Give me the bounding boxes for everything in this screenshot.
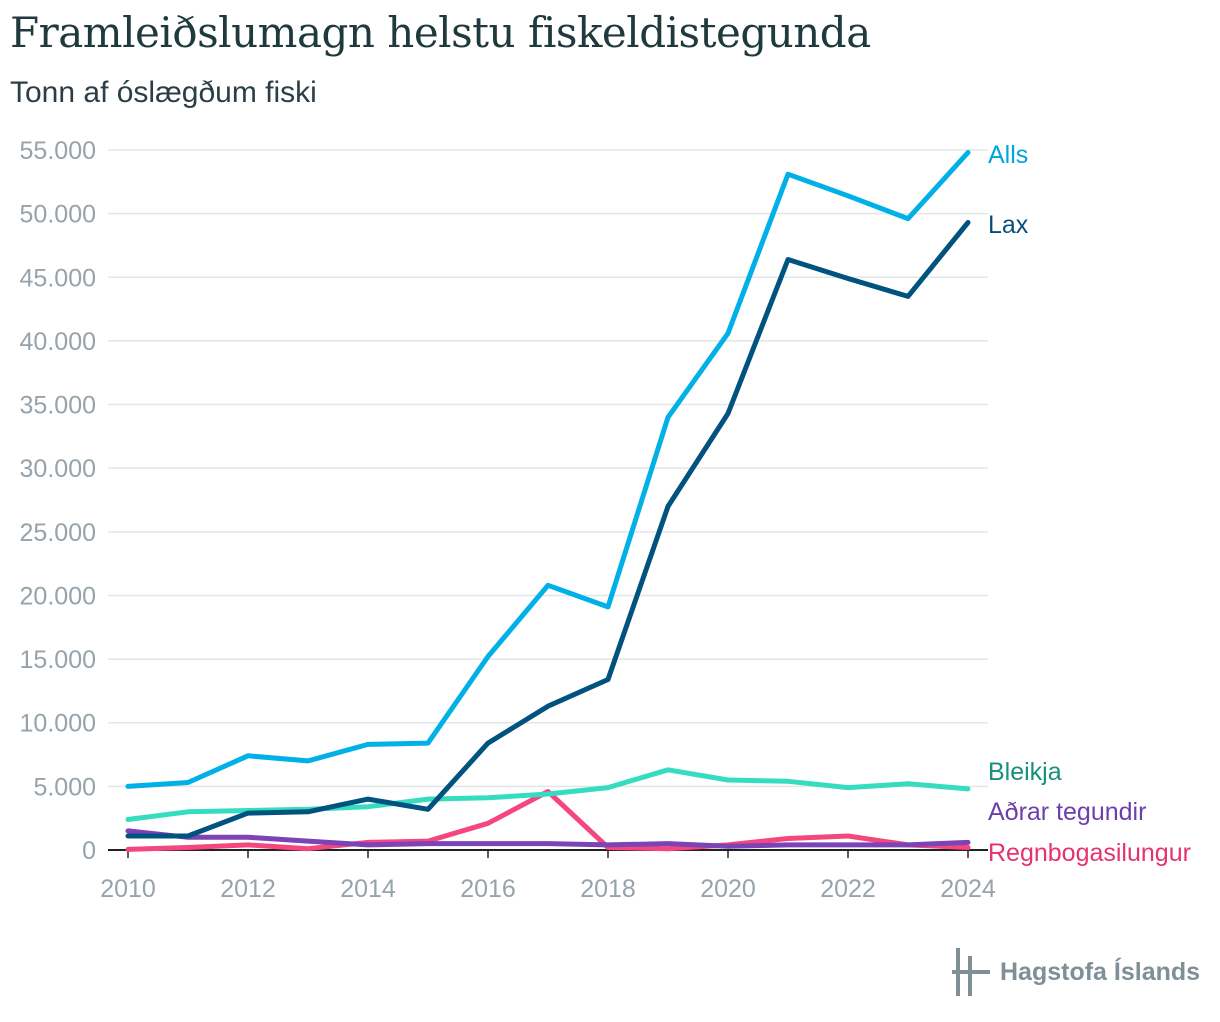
hagstofa-logo-icon	[952, 948, 990, 996]
x-tick-label: 2010	[100, 875, 156, 903]
x-tick-label: 2014	[340, 875, 396, 903]
chart-subtitle: Tonn af óslægðum fiski	[10, 76, 317, 109]
chart-title: Framleiðslumagn helstu fiskeldistegunda	[10, 8, 871, 57]
x-tick-label: 2022	[820, 875, 876, 903]
x-tick-label: 2020	[700, 875, 756, 903]
series-label: Aðrar tegundir	[988, 798, 1146, 826]
series-label: Lax	[988, 211, 1029, 239]
y-tick-label: 45.000	[20, 264, 96, 292]
y-tick-label: 5.000	[33, 773, 96, 801]
series-line-lax	[125, 220, 971, 839]
series-labels: Alls Lax Bleikja Aðrar tegundir Regnbogasilu…	[988, 141, 1191, 867]
y-tick-label: 55.000	[20, 137, 96, 165]
y-tick-label: 30.000	[20, 455, 96, 483]
series-line-alls	[125, 150, 971, 789]
series-line-a-rar-tegundir	[125, 828, 971, 849]
y-tick-label: 50.000	[20, 201, 96, 229]
series-line-bleikja	[125, 767, 971, 822]
logo-text: Hagstofa Íslands	[1000, 957, 1201, 986]
series-lines	[125, 150, 971, 852]
series-label: Bleikja	[988, 758, 1062, 786]
y-tick-label: 0	[82, 837, 96, 865]
hagstofa-logo: Hagstofa Íslands	[952, 948, 1200, 996]
y-tick-label: 35.000	[20, 392, 96, 420]
y-tick-labels: 0 5.000 10.000 15.000 20.000 25.000 30.000 35.0…	[20, 137, 96, 865]
x-tick-label: 2016	[460, 875, 516, 903]
y-tick-label: 20.000	[20, 582, 96, 610]
y-tick-label: 15.000	[20, 646, 96, 674]
series-label: Regnbogasilungur	[988, 839, 1191, 867]
x-axis: 2010 2012 2014 2016 2018 2020 2022 2024	[100, 849, 996, 903]
series-label: Alls	[988, 141, 1028, 169]
series-line-regnbogasilungur	[125, 789, 971, 852]
x-tick-label: 2012	[220, 875, 276, 903]
grid-lines	[108, 149, 988, 788]
y-tick-label: 40.000	[20, 328, 96, 356]
y-tick-label: 10.000	[20, 710, 96, 738]
x-tick-label: 2024	[940, 875, 996, 903]
x-tick-label: 2018	[580, 875, 636, 903]
y-tick-label: 25.000	[20, 519, 96, 547]
